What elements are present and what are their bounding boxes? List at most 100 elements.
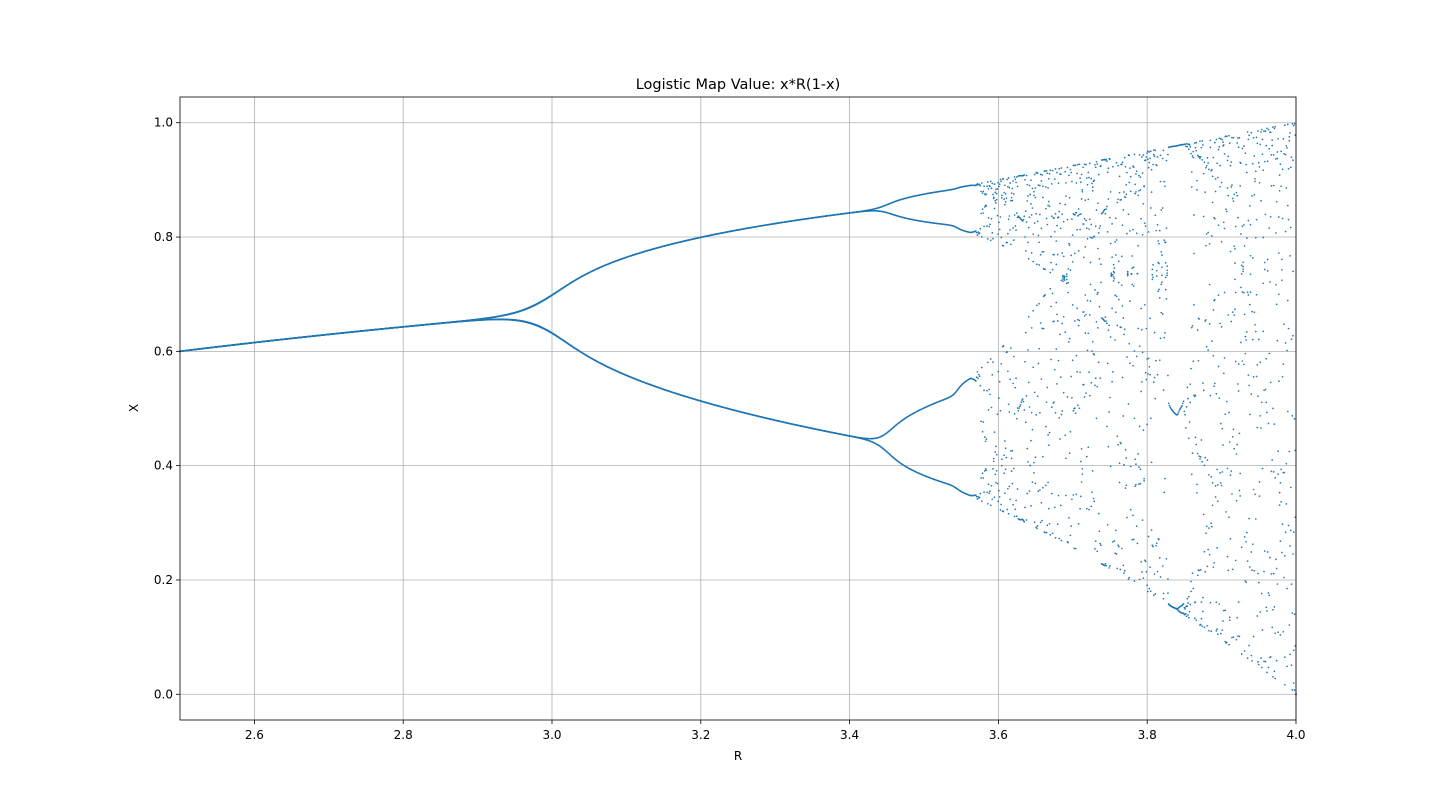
scatter-point bbox=[1027, 257, 1030, 260]
scatter-point bbox=[1070, 525, 1073, 527]
scatter-point bbox=[1057, 359, 1060, 362]
scatter-point bbox=[989, 393, 991, 396]
scatter-point bbox=[998, 185, 1000, 188]
scatter-point bbox=[1049, 169, 1052, 171]
scatter-point bbox=[1090, 381, 1093, 384]
scatter-point bbox=[979, 492, 982, 495]
scatter-point bbox=[1080, 198, 1083, 200]
scatter-point bbox=[1085, 219, 1087, 222]
scatter-point bbox=[1030, 252, 1033, 254]
scatter-point bbox=[1093, 179, 1096, 182]
scatter-point bbox=[1072, 409, 1075, 412]
scatter-point bbox=[1060, 279, 1063, 282]
scatter-point bbox=[1089, 283, 1092, 286]
scatter-point bbox=[992, 457, 995, 460]
scatter-point bbox=[1091, 189, 1094, 192]
scatter-point bbox=[982, 190, 985, 193]
scatter-point bbox=[1045, 531, 1048, 534]
scatter-point bbox=[1090, 223, 1093, 226]
scatter-point bbox=[1051, 292, 1054, 295]
scatter-point bbox=[1053, 253, 1055, 256]
scatter-point bbox=[1009, 498, 1011, 501]
scatter-point bbox=[1081, 189, 1084, 191]
scatter-point bbox=[1002, 344, 1005, 347]
scatter-point bbox=[986, 502, 989, 505]
scatter-point bbox=[1016, 185, 1019, 188]
scatter-point bbox=[1027, 315, 1030, 318]
scatter-point bbox=[1008, 485, 1011, 488]
scatter-point bbox=[1035, 212, 1038, 215]
scatter-point bbox=[1088, 162, 1091, 165]
plot-background bbox=[180, 97, 1296, 720]
scatter-point bbox=[1067, 267, 1070, 270]
scatter-point bbox=[1097, 291, 1099, 294]
scatter-point bbox=[1027, 349, 1029, 351]
scatter-point bbox=[992, 361, 994, 363]
scatter-point bbox=[1008, 215, 1011, 217]
scatter-point bbox=[990, 406, 993, 409]
scatter-point bbox=[1097, 512, 1100, 515]
scatter-point bbox=[1020, 401, 1023, 404]
scatter-point bbox=[1098, 227, 1101, 230]
scatter-point bbox=[1030, 179, 1032, 182]
scatter-point bbox=[1045, 186, 1047, 188]
scatter-point bbox=[1046, 524, 1049, 527]
scatter-point bbox=[1089, 261, 1092, 264]
scatter-point bbox=[1057, 182, 1060, 184]
scatter-point bbox=[1030, 214, 1033, 216]
scatter-point bbox=[1099, 542, 1102, 545]
scatter-point bbox=[1038, 302, 1040, 305]
scatter-point bbox=[1045, 207, 1047, 210]
scatter-point bbox=[1010, 470, 1013, 472]
scatter-point bbox=[1055, 348, 1058, 350]
scatter-point bbox=[1071, 498, 1073, 501]
scatter-point bbox=[1040, 180, 1043, 182]
scatter-point bbox=[1062, 220, 1065, 223]
scatter-point bbox=[1087, 198, 1090, 201]
scatter-point bbox=[1079, 495, 1082, 498]
scatter-point bbox=[1047, 204, 1049, 207]
scatter-point bbox=[1087, 171, 1090, 174]
scatter-point bbox=[1013, 214, 1016, 216]
scatter-point bbox=[1099, 225, 1102, 227]
scatter-point bbox=[993, 496, 996, 499]
scatter-point bbox=[1015, 377, 1017, 380]
scatter-point bbox=[1004, 440, 1006, 442]
scatter-point bbox=[990, 187, 993, 190]
scatter-point bbox=[1056, 171, 1058, 174]
scatter-point bbox=[984, 440, 987, 443]
scatter-point bbox=[1007, 512, 1010, 515]
scatter-point bbox=[976, 234, 979, 236]
scatter-point bbox=[983, 470, 986, 472]
scatter-point bbox=[1041, 251, 1043, 253]
scatter-point bbox=[986, 389, 988, 392]
scatter-point bbox=[1053, 217, 1055, 219]
scatter-point bbox=[999, 216, 1002, 218]
scatter-point bbox=[1044, 531, 1046, 534]
scatter-point bbox=[1042, 250, 1045, 253]
scatter-point bbox=[1034, 187, 1037, 189]
scatter-point bbox=[1014, 508, 1017, 511]
scatter-point bbox=[1053, 368, 1056, 371]
scatter-point bbox=[1094, 289, 1096, 291]
scatter-point bbox=[1071, 218, 1073, 220]
scatter-point bbox=[1074, 252, 1076, 255]
scatter-point bbox=[1100, 281, 1102, 284]
scatter-point bbox=[1036, 172, 1039, 175]
scatter-point bbox=[1080, 173, 1083, 176]
scatter-point bbox=[1027, 460, 1029, 463]
scatter-point bbox=[1031, 428, 1034, 431]
scatter-point bbox=[1008, 411, 1011, 413]
scatter-point bbox=[981, 208, 984, 210]
scatter-point bbox=[1024, 421, 1027, 424]
scatter-point bbox=[1022, 400, 1025, 403]
scatter-point bbox=[986, 185, 988, 187]
scatter-point bbox=[1085, 227, 1088, 230]
scatter-point bbox=[1007, 177, 1010, 179]
scatter-point bbox=[1091, 470, 1094, 472]
scatter-point bbox=[1088, 508, 1090, 511]
scatter-point bbox=[983, 185, 985, 188]
scatter-point bbox=[1034, 196, 1037, 199]
scatter-point bbox=[1041, 174, 1043, 176]
scatter-point bbox=[1081, 190, 1084, 193]
